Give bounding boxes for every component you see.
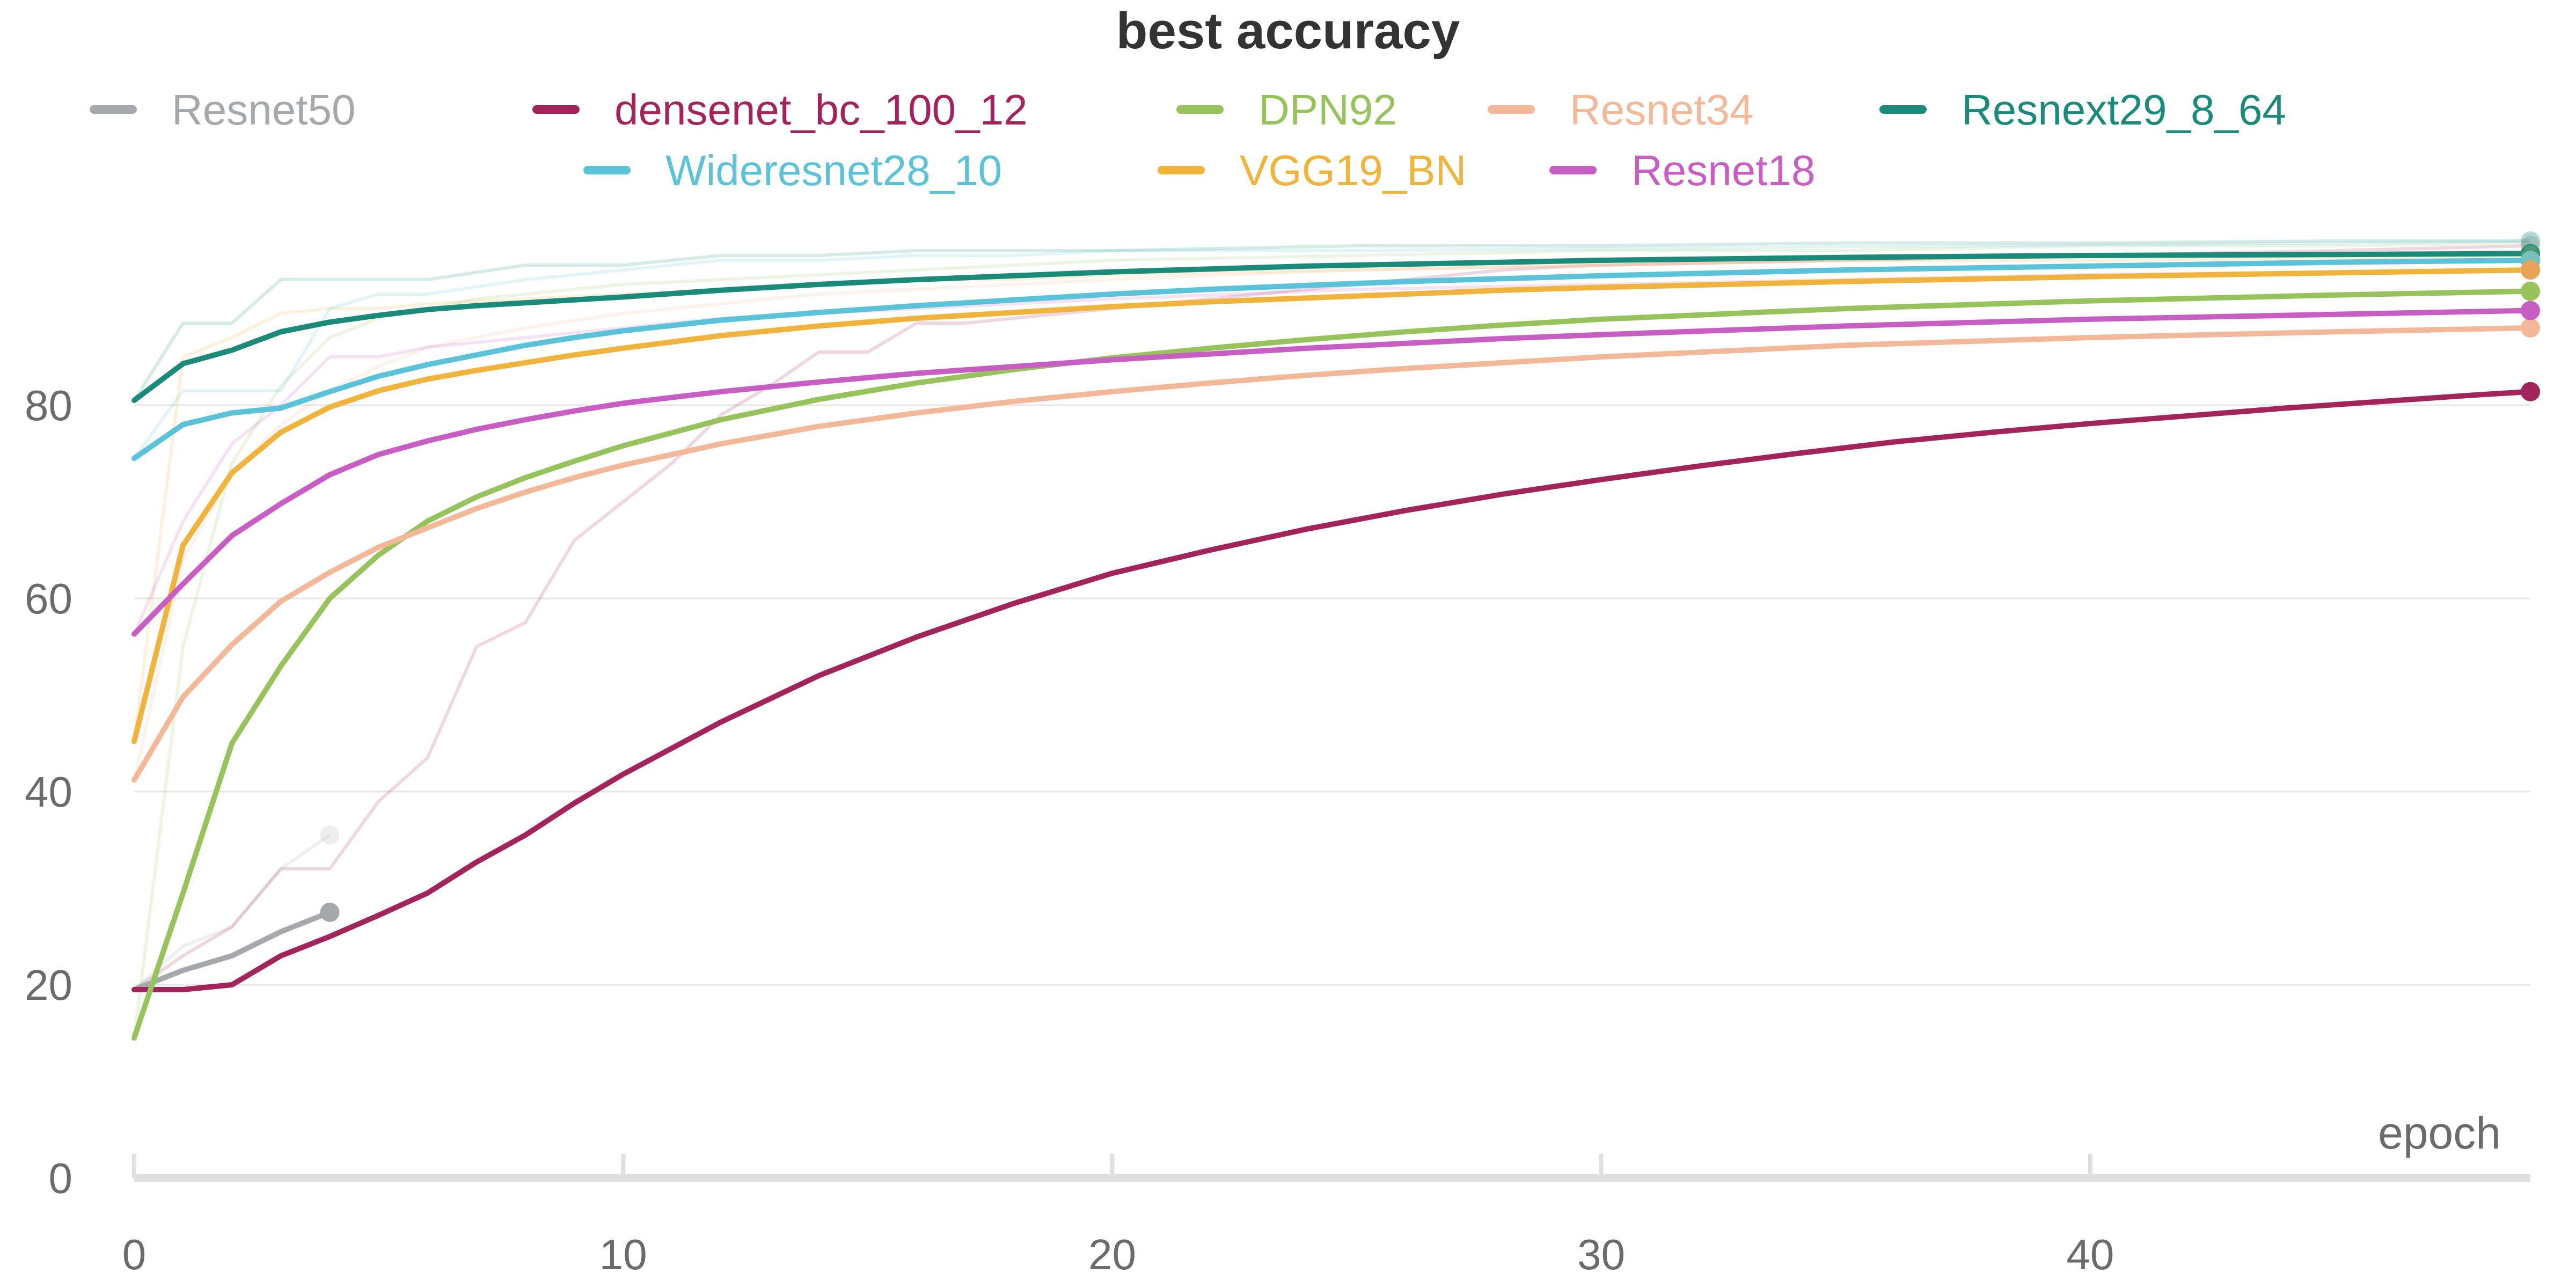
raw-line-wideresnet28-10 (133, 239, 2531, 459)
grid (134, 404, 2530, 986)
raw-end-point-resnext29-8-64 (2521, 231, 2540, 251)
legend: Resnet50 densenet_bc_100_12 DPN92 Resnet34 R… (90, 86, 2286, 194)
legend-item-resnet18[interactable]: Resnet18 (1549, 147, 1815, 194)
legend-item-vgg19-bn[interactable]: VGG19_BN (1158, 147, 1466, 194)
x-tick-label: 0 (122, 1231, 147, 1278)
legend-label: Resnet18 (1631, 147, 1815, 194)
raw-line-vgg19-bn (133, 254, 2531, 742)
y-axis-ticks: 0 20 40 60 80 (25, 382, 72, 1202)
legend-label: Resnet34 (1570, 86, 1753, 134)
y-tick-label: 0 (49, 1154, 73, 1202)
legend-item-densenet-bc-100-12[interactable]: densenet_bc_100_12 (532, 86, 1028, 134)
y-tick-label: 60 (25, 575, 72, 623)
legend-label: Resnext29_8_64 (1962, 86, 2286, 134)
raw-end-point-wideresnet28-10 (2521, 231, 2540, 251)
legend-label: VGG19_BN (1240, 147, 1466, 194)
x-tick-label: 30 (1577, 1231, 1625, 1278)
raw-series-lines (133, 239, 2531, 1038)
raw-line-resnext29-8-64 (133, 239, 2530, 401)
legend-item-resnet34[interactable]: Resnet34 (1488, 86, 1753, 134)
raw-line-resnet18 (133, 268, 2531, 635)
line-vgg19-bn (131, 267, 2533, 744)
raw-end-point-resnet50 (320, 825, 340, 845)
raw-line-resnet50 (133, 833, 331, 991)
line-resnet34 (131, 325, 2533, 783)
raw-line-densenet-bc-100-12 (133, 244, 2531, 991)
line-resnet50 (131, 910, 333, 992)
end-point-resnet50 (320, 903, 340, 922)
line-resnext29-8-64 (131, 251, 2533, 403)
chart-title: best accuracy (1116, 2, 1460, 60)
end-point-resnet18 (2521, 301, 2540, 320)
series-end-points (320, 231, 2540, 922)
end-point-vgg19-bn (2521, 260, 2540, 280)
legend-item-resnet50[interactable]: Resnet50 (90, 86, 355, 134)
legend-label: Wideresnet28_10 (665, 147, 1002, 194)
x-tick-label: 40 (2066, 1231, 2114, 1278)
line-densenet-bc-100-12 (131, 389, 2533, 992)
end-point-resnet34 (2521, 318, 2540, 338)
legend-label: Resnet50 (172, 86, 355, 134)
raw-end-point-vgg19-bn (2521, 246, 2540, 265)
legend-item-resnext29-8-64[interactable]: Resnext29_8_64 (1879, 86, 2286, 134)
line-wideresnet28-10 (131, 258, 2533, 461)
raw-line-resnet34 (133, 249, 2531, 781)
end-point-densenet-bc-100-12 (2521, 382, 2540, 401)
x-tick-label: 20 (1088, 1231, 1136, 1278)
line-dpn92 (131, 288, 2533, 1041)
end-point-dpn92 (2521, 281, 2540, 301)
x-axis-label: epoch (2378, 1108, 2501, 1158)
legend-label: densenet_bc_100_12 (614, 86, 1028, 134)
x-axis: 0 10 20 30 40 (122, 1154, 2530, 1278)
x-tick-label: 10 (599, 1231, 647, 1278)
legend-label: DPN92 (1258, 86, 1397, 134)
raw-line-dpn92 (133, 241, 2531, 1038)
raw-end-point-resnet18 (2521, 260, 2540, 280)
series-lines (131, 251, 2533, 1041)
legend-item-dpn92[interactable]: DPN92 (1176, 86, 1397, 134)
y-tick-label: 80 (25, 382, 72, 429)
y-tick-label: 20 (25, 961, 72, 1009)
line-resnet18 (131, 308, 2533, 637)
legend-item-wideresnet28-10[interactable]: Wideresnet28_10 (583, 147, 1002, 194)
y-tick-label: 40 (25, 768, 72, 816)
